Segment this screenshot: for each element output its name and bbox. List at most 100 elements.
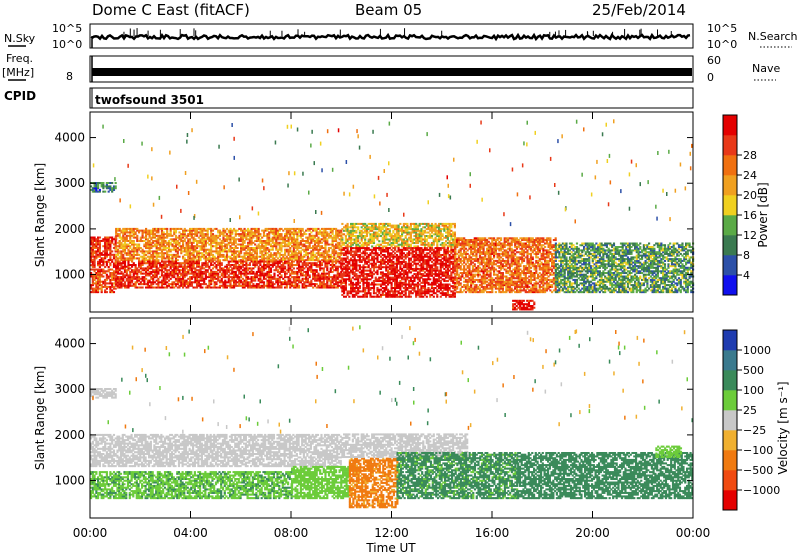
nsky-trace xyxy=(92,28,690,48)
heatmap-cell xyxy=(106,274,108,276)
heatmap-cell xyxy=(109,185,111,187)
heatmap-cell xyxy=(193,252,195,254)
heatmap-cell xyxy=(273,283,275,285)
heatmap-cell xyxy=(215,283,217,285)
heatmap-cell xyxy=(261,237,263,239)
heatmap-cell xyxy=(115,182,117,184)
heatmap-cell xyxy=(345,287,347,289)
heatmap-cell xyxy=(309,274,311,276)
nave-label: Nave xyxy=(752,62,780,75)
heatmap-cell xyxy=(201,274,203,276)
heatmap-cell xyxy=(106,291,108,293)
heatmap-cell xyxy=(106,250,108,252)
heatmap-cell xyxy=(339,242,341,244)
heatmap-cell xyxy=(280,247,282,249)
station-title: Dome C East (fitACF) xyxy=(92,1,250,19)
heatmap-cell xyxy=(178,242,180,244)
heatmap-cell xyxy=(115,187,117,189)
heatmap-cell xyxy=(150,247,152,249)
heatmap-cell xyxy=(170,231,172,233)
heatmap-cell xyxy=(310,280,312,282)
heatmap-cell xyxy=(357,292,359,294)
heatmap-cell xyxy=(454,232,456,234)
heatmap-cell xyxy=(138,231,140,233)
heatmap-cell xyxy=(175,231,177,233)
heatmap-cell xyxy=(321,242,323,244)
heatmap-cell xyxy=(263,269,265,271)
heatmap-cell xyxy=(221,262,223,264)
nave-tick-top: 60 xyxy=(707,54,721,67)
heatmap-cell xyxy=(347,223,349,225)
heatmap-cell xyxy=(310,242,312,244)
heatmap-cell xyxy=(237,247,239,249)
heatmap-cell xyxy=(219,230,221,232)
heatmap-cell xyxy=(142,287,144,289)
heatmap-cell xyxy=(426,239,428,241)
heatmap-cell xyxy=(392,258,394,260)
heatmap-cell xyxy=(355,266,357,268)
cpid-label: CPID xyxy=(4,89,36,103)
heatmap-cell xyxy=(305,233,307,235)
heatmap-cell xyxy=(186,274,188,276)
heatmap-cell xyxy=(258,228,260,230)
heatmap-cell xyxy=(310,231,312,233)
heatmap-cell xyxy=(222,254,224,256)
heatmap-cell xyxy=(129,237,131,239)
heatmap-cell xyxy=(391,282,393,284)
heatmap-cell xyxy=(293,261,295,263)
heatmap-cell xyxy=(240,252,242,254)
heatmap-cell xyxy=(401,233,403,235)
heatmap-cell xyxy=(191,283,193,285)
nsky-trace-line xyxy=(92,35,690,39)
heatmap-cell xyxy=(138,244,140,246)
freq-tick: 8 xyxy=(66,70,73,83)
heatmap-cell xyxy=(273,274,275,276)
heatmap-cell xyxy=(99,266,101,268)
heatmap-cell xyxy=(156,264,158,266)
heatmap-cell xyxy=(221,264,223,266)
heatmap-cell xyxy=(113,256,115,258)
heatmap-cell xyxy=(366,296,368,298)
heatmap-cell xyxy=(201,287,203,289)
heatmap-cell xyxy=(272,281,274,283)
heatmap-cell xyxy=(321,245,323,247)
heatmap-cell xyxy=(196,247,198,249)
heatmap-cell xyxy=(256,252,258,254)
heatmap-cell xyxy=(454,233,456,235)
heatmap-cell xyxy=(127,261,129,263)
heatmap-cell xyxy=(284,252,286,254)
heatmap-cell xyxy=(135,264,137,266)
heatmap-cell xyxy=(371,277,373,279)
heatmap-cell xyxy=(359,287,361,289)
heatmap-cell xyxy=(254,280,256,282)
nsky-label: N.Sky xyxy=(4,32,36,45)
heatmap-cell xyxy=(104,191,106,193)
heatmap-cell xyxy=(442,239,444,241)
heatmap-cell xyxy=(102,269,104,271)
heatmap-cell xyxy=(364,239,366,241)
freq-band xyxy=(92,68,692,76)
heatmap-cell xyxy=(198,261,200,263)
heatmap-cell xyxy=(369,292,371,294)
heatmap-cell xyxy=(104,266,106,268)
heatmap-cell xyxy=(298,285,300,287)
heatmap-cell xyxy=(143,280,145,282)
heatmap-cell xyxy=(273,273,275,275)
heatmap-cell xyxy=(302,228,304,230)
heatmap-cell xyxy=(341,223,343,225)
heatmap-cell xyxy=(231,231,233,233)
heatmap-cell xyxy=(184,231,186,233)
heatmap-cell xyxy=(207,231,209,233)
heatmap-cell xyxy=(102,182,104,184)
heatmap-cell xyxy=(354,296,356,298)
date-label: 25/Feb/2014 xyxy=(592,1,686,19)
heatmap-cell xyxy=(136,237,138,239)
heatmap-cell xyxy=(99,242,101,244)
heatmap-cell xyxy=(373,287,375,289)
heatmap-cell xyxy=(135,283,137,285)
heatmap-cell xyxy=(124,261,126,263)
heatmap-cell xyxy=(380,296,382,298)
heatmap-cell xyxy=(359,282,361,284)
heatmap-cell xyxy=(340,231,342,233)
heatmap-cell xyxy=(332,231,334,233)
